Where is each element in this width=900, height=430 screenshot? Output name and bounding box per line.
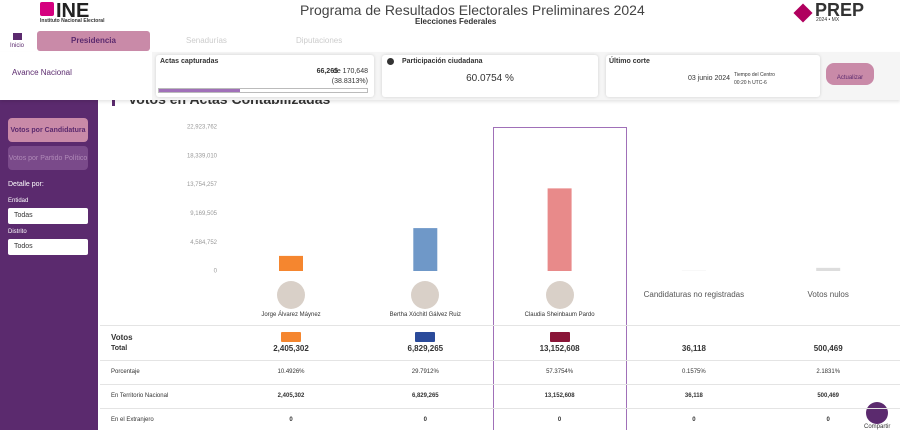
cell: 6,829,265 (411, 393, 439, 399)
home-icon[interactable] (13, 33, 22, 40)
row-line (100, 408, 900, 409)
prep-logo: PREP (815, 0, 865, 20)
chart: 0 4,584,752 9,169,505 13,754,257 18,339,010 2… (187, 125, 841, 275)
card: Actas capturadas 66,265 de 170,648 (38.8… (156, 55, 374, 97)
candidate-name: Jorge Álvarez Máynez (261, 312, 321, 318)
cell: 0 (692, 417, 696, 423)
label: Entidad (8, 198, 29, 204)
cell: 2,405,302 (277, 393, 305, 399)
cell: 500,469 (813, 344, 843, 353)
votos-label: Votos (111, 333, 133, 342)
photo (545, 281, 574, 309)
y-tick-label: 18,339,010 (187, 153, 218, 159)
select[interactable]: Todos (8, 239, 88, 255)
cell: 0 (826, 417, 830, 423)
ine-sub: Instituto Nacional Electoral (40, 18, 105, 24)
photo (277, 281, 305, 309)
ine-logo: INE (56, 0, 90, 22)
prep-sub: 2024 • MX (816, 17, 840, 23)
y-tick-label: 9,169,505 (190, 211, 217, 217)
category-name: Candidaturas no registradas (643, 290, 745, 299)
bar (413, 228, 438, 271)
prep-icon (793, 3, 813, 23)
label: Distrito (8, 229, 27, 235)
ine-icon (40, 2, 54, 16)
card-title: Actas capturadas (160, 58, 219, 65)
cell: 0 (557, 417, 562, 423)
party-logo (549, 332, 570, 342)
cell: 0.1575% (682, 369, 706, 375)
tab-bg[interactable] (37, 31, 150, 51)
bar (547, 188, 572, 271)
row-line (100, 360, 900, 361)
cell: 13,152,608 (539, 344, 580, 353)
category-name: Votos nulos (807, 290, 849, 299)
refresh-button[interactable] (826, 63, 874, 85)
cell: 10.4926% (277, 369, 305, 375)
corte-date: 03 junio 2024 (688, 75, 731, 82)
row-line (100, 384, 900, 385)
cell: 6,829,265 (407, 344, 444, 353)
y-tick-label: 13,754,257 (187, 182, 218, 188)
corte-tz: Tiempo del Centro (734, 72, 775, 78)
cell: 500,469 (817, 393, 840, 399)
progress (159, 89, 240, 92)
info-icon (387, 58, 394, 65)
bar (816, 267, 841, 271)
tab[interactable]: Presidencia (71, 36, 116, 45)
part-value: 60.0754 % (466, 73, 514, 84)
share-button[interactable] (866, 402, 888, 424)
card-title: Participación ciudadana (402, 58, 483, 65)
candidate-name: Bertha Xóchitl Gálvez Ruiz (389, 312, 461, 318)
detail: Detalle por: (8, 181, 44, 188)
party-logo (281, 332, 301, 342)
card: Participación ciudadana 60.0754 % (382, 55, 598, 97)
y-tick-label: 22,923,762 (187, 125, 218, 131)
card: Último corte 03 junio 2024 Tiempo del Ce… (606, 55, 820, 97)
sidebar-button[interactable]: Votos por Partido Político (8, 146, 88, 170)
card-title: Último corte (609, 58, 650, 65)
progress-track (158, 88, 368, 93)
cell: 13,152,608 (544, 393, 575, 399)
refresh-label[interactable]: Actualizar (836, 75, 864, 81)
row-label: En Territorio Nacional (111, 393, 169, 399)
cell: 0 (423, 417, 427, 423)
cell: 2.1831% (816, 369, 841, 375)
highlight (493, 127, 627, 430)
party-logo (415, 332, 436, 342)
title: Programa de Resultados Electorales Preli… (300, 2, 645, 18)
cell: 36,118 (681, 344, 706, 353)
share-label[interactable]: Compartir (864, 424, 891, 430)
row-line (100, 325, 900, 326)
candidate-name: Claudia Sheinbaum Pardo (524, 312, 595, 318)
y-tick-label: 4,584,752 (190, 240, 217, 246)
select[interactable]: Todas (8, 208, 88, 224)
summary-left (0, 52, 152, 100)
y-tick-label: 0 (214, 269, 218, 275)
photo (411, 281, 440, 309)
nav (0, 30, 900, 52)
cell: 0 (289, 417, 293, 423)
corte-time: 00:20 h UTC-6 (734, 80, 767, 86)
cell: 29.7912% (411, 369, 439, 375)
actas-count: 66,265 (316, 68, 338, 75)
subtitle: Elecciones Federales (415, 17, 497, 26)
actas-pct: (38.8313%) (331, 78, 368, 85)
row-label: Total (111, 345, 128, 352)
bar (279, 255, 303, 271)
row-label: Porcentaje (111, 369, 140, 375)
tab[interactable]: Diputaciones (296, 36, 343, 45)
cell: 2,405,302 (273, 344, 309, 353)
row-label: En el Extranjero (111, 417, 154, 423)
actas-total: de 170,648 (332, 68, 368, 75)
cell: 57.3754% (546, 369, 574, 375)
home[interactable]: Inicio (10, 43, 25, 49)
summary-label: Avance Nacional (12, 68, 72, 77)
sidebar-button[interactable]: Votos por Candidatura (8, 118, 88, 142)
tab[interactable]: Senadurías (186, 36, 227, 45)
cell: 36,118 (684, 393, 703, 399)
